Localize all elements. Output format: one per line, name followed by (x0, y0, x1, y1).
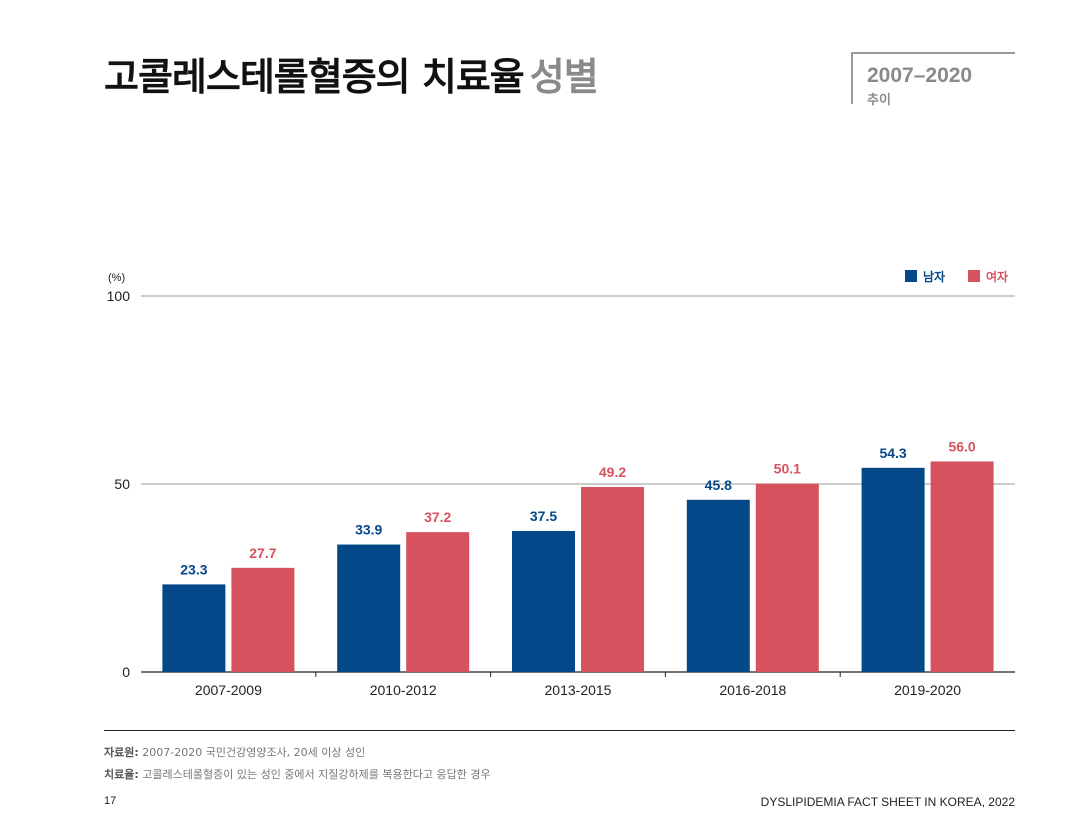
data-label: 23.3 (180, 561, 207, 577)
x-tick-label: 2007-2009 (195, 682, 262, 698)
bar (861, 467, 925, 672)
bar (930, 461, 994, 672)
data-label: 50.1 (774, 461, 801, 477)
y-tick-label: 100 (107, 288, 131, 304)
bar (162, 584, 226, 672)
data-label: 27.7 (249, 545, 276, 561)
data-label: 54.3 (879, 445, 906, 461)
y-tick-label: 50 (114, 476, 130, 492)
chart-notes: 자료원: 2007-2020 국민건강영양조사, 20세 이상 성인 치료율: … (104, 742, 491, 786)
data-label: 49.2 (599, 464, 626, 480)
title-subtitle: 성별 (529, 55, 599, 99)
legend-swatch (968, 270, 980, 282)
y-axis-unit: (%) (108, 272, 125, 284)
title-main: 고콜레스테롤혈증의 치료율 (104, 55, 525, 99)
x-tick-label: 2010-2012 (370, 682, 437, 698)
page-title: 고콜레스테롤혈증의 치료율 성별 (104, 46, 599, 101)
data-label: 37.2 (424, 509, 451, 525)
x-tick-label: 2016-2018 (719, 682, 786, 698)
bar (337, 544, 401, 672)
legend-label: 여자 (986, 269, 1008, 284)
x-tick-label: 2013-2015 (545, 682, 612, 698)
source-text: 2007-2020 국민건강영양조사, 20세 이상 성인 (142, 746, 366, 759)
data-label: 56.0 (948, 438, 975, 454)
definition-text: 고콜레스테롤혈증이 있는 성인 중에서 지질강하제를 복용한다고 응답한 경우 (142, 768, 491, 781)
data-label: 37.5 (530, 508, 557, 524)
bar (406, 532, 470, 672)
x-tick-label: 2019-2020 (894, 682, 961, 698)
y-tick-label: 0 (122, 664, 130, 680)
definition-note: 치료율: 고콜레스테롤혈증이 있는 성인 중에서 지질강하제를 복용한다고 응답… (104, 764, 491, 786)
publication-title: DYSLIPIDEMIA FACT SHEET IN KOREA, 2022 (760, 795, 1015, 809)
data-label: 45.8 (705, 477, 732, 493)
bar (755, 483, 819, 672)
period-range: 2007–2020 (867, 64, 973, 87)
bar (686, 499, 750, 672)
notes-divider (104, 730, 1015, 731)
bar (512, 531, 575, 672)
legend-label: 남자 (923, 269, 945, 284)
data-label: 33.9 (355, 522, 382, 538)
bar (231, 567, 295, 672)
source-label: 자료원: (104, 746, 139, 759)
bar-chart: (%) 0 50 100 23.3 27.7 2007-2009 33.9 37.2 2010-2… (107, 269, 1015, 698)
bar (581, 487, 644, 672)
page-number: 17 (104, 795, 117, 807)
definition-label: 치료율: (104, 768, 139, 781)
period-note: 추이 (867, 93, 891, 108)
legend-swatch (905, 270, 917, 282)
period-box: 2007–2020 추이 (851, 52, 1015, 108)
source-note: 자료원: 2007-2020 국민건강영양조사, 20세 이상 성인 (104, 742, 491, 764)
